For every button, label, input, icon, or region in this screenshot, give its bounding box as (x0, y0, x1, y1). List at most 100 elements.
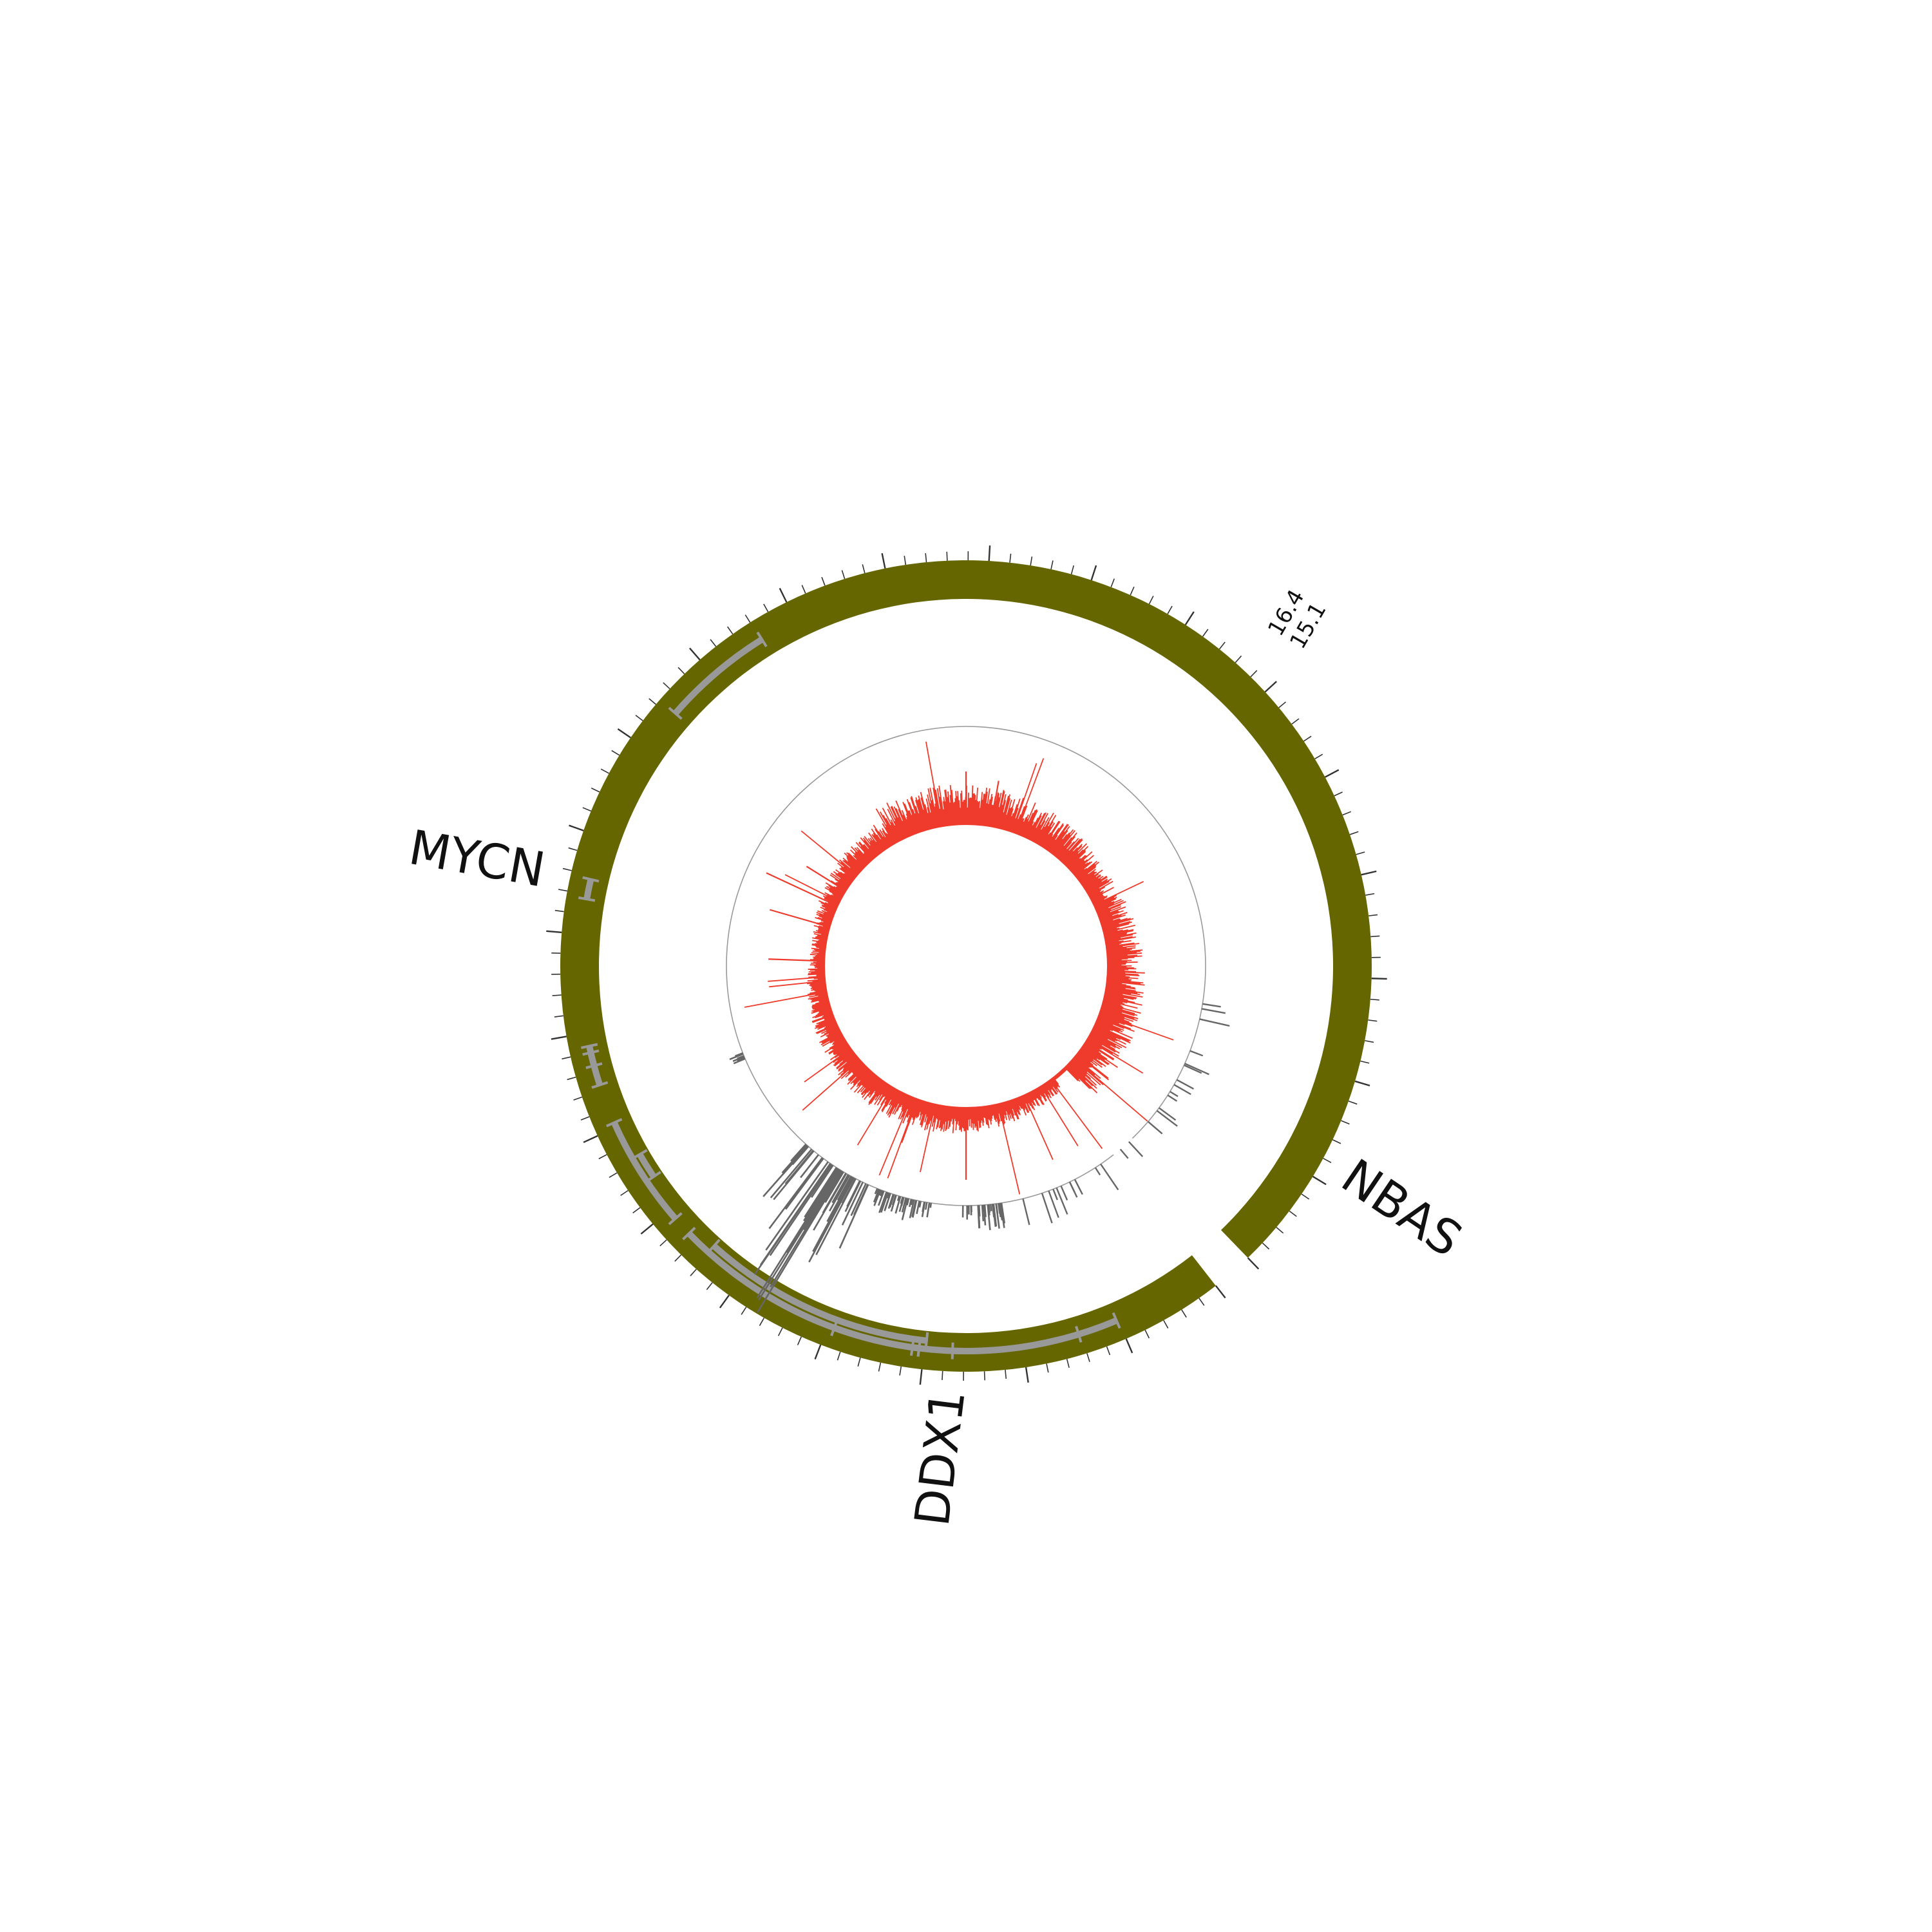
coverage-bar (969, 797, 971, 824)
coverage-bar (1085, 1043, 1101, 1055)
coverage-bar (1095, 1025, 1130, 1042)
tick-mark (1181, 1309, 1187, 1318)
coverage-bar (989, 804, 994, 826)
coverage-bar (1105, 929, 1128, 936)
coverage-bar (895, 800, 911, 835)
coverage-bar (936, 1106, 942, 1130)
coverage-bar (829, 1036, 842, 1044)
coverage-bar (1107, 940, 1124, 945)
coverage-bar (937, 1106, 942, 1128)
coverage-bar (811, 952, 824, 954)
tick-mark (1365, 1040, 1374, 1043)
coverage-bar (1064, 844, 1083, 863)
tick-mark (1278, 701, 1287, 708)
coverage-bar (875, 1084, 887, 1101)
coverage-bar (1070, 858, 1081, 869)
coverage-bar (1103, 918, 1128, 927)
coverage-bar (809, 993, 826, 998)
coverage-bar (949, 1108, 952, 1127)
coverage-bar (818, 900, 836, 909)
gene-boundary (582, 1049, 600, 1056)
breakpoint-bar (791, 1146, 810, 1166)
coverage-bar (808, 975, 824, 978)
coverage-bar (815, 936, 826, 940)
coverage-bar (985, 1107, 990, 1129)
coverage-bar (1066, 1067, 1081, 1082)
coverage-bar (1020, 819, 1028, 835)
coverage-bar (811, 971, 824, 974)
coverage-bar (882, 1085, 889, 1095)
coverage-bar (816, 1017, 833, 1025)
coverage-bar (1081, 1048, 1106, 1067)
coverage-bar (1108, 956, 1135, 960)
coverage-bar (1028, 817, 1039, 838)
coverage-bar (951, 790, 955, 824)
coverage-bar (744, 991, 826, 1008)
tick-mark (1125, 1338, 1133, 1354)
coverage-bar (900, 1097, 911, 1120)
coverage-bar (987, 1107, 990, 1121)
coverage-bar (1099, 1017, 1135, 1032)
coverage-bar (856, 858, 864, 867)
coverage-bar (1029, 815, 1042, 838)
coverage-bar (1101, 914, 1113, 920)
coverage-bar (955, 791, 958, 824)
coverage-bar (1108, 969, 1129, 971)
tick-mark (727, 626, 734, 635)
coverage-bar (976, 1108, 979, 1132)
tick-mark (689, 647, 701, 661)
coverage-bar (975, 800, 979, 824)
coverage-bar (838, 879, 848, 886)
coverage-bar (1037, 1089, 1043, 1097)
coverage-bar (860, 1076, 876, 1095)
coverage-bar (972, 1108, 975, 1124)
coverage-bar (1108, 980, 1145, 986)
coverage-bar (818, 1021, 835, 1028)
coverage-bar (820, 1034, 841, 1046)
tick-mark (1361, 870, 1377, 876)
coverage-spike (766, 872, 837, 907)
coverage-bar (941, 1107, 946, 1130)
coverage-bar (958, 1108, 961, 1126)
tick-mark (567, 1076, 576, 1081)
coverage-bar (813, 931, 827, 936)
coverage-bar (815, 916, 830, 923)
coverage-bar (902, 802, 916, 833)
coverage-bar (838, 872, 851, 882)
tick-mark (663, 682, 670, 690)
coverage-bar (819, 1032, 840, 1043)
coverage-bar (819, 922, 829, 926)
gene-boundary (756, 631, 768, 647)
coverage-bar (912, 809, 921, 831)
gene-boundary (646, 1171, 661, 1183)
coverage-bar (1016, 1099, 1021, 1111)
coverage-bar (942, 801, 947, 825)
coverage-bar (1108, 976, 1129, 980)
coverage-bar (1099, 909, 1112, 915)
coverage-bar (1097, 1022, 1133, 1039)
coverage-bar (1050, 831, 1065, 851)
tick-mark (862, 564, 866, 574)
coverage-bar (1063, 847, 1078, 863)
coverage-bar (1001, 1104, 1005, 1115)
coverage-bar (979, 1108, 982, 1123)
coverage-bar (817, 1009, 831, 1015)
coverage-bar (1052, 1079, 1059, 1087)
coverage-bar (864, 1077, 878, 1094)
coverage-bar (878, 1086, 889, 1101)
coverage-bar (806, 981, 824, 985)
coverage-bar (816, 941, 825, 944)
coverage-bar (1072, 860, 1084, 871)
coverage-bar (838, 859, 857, 875)
coverage-bar (911, 815, 918, 832)
coverage-bar (1108, 977, 1132, 981)
coverage-bar (931, 1106, 938, 1127)
breakpoint-bar (909, 1198, 913, 1205)
coverage-bar (824, 902, 836, 908)
coverage-bar (1023, 810, 1036, 836)
coverage-bar (863, 840, 876, 856)
coverage-bar (1028, 812, 1043, 838)
coverage-bar (1057, 832, 1077, 857)
coverage-bar (818, 998, 828, 1002)
coverage-bar (1038, 815, 1057, 844)
